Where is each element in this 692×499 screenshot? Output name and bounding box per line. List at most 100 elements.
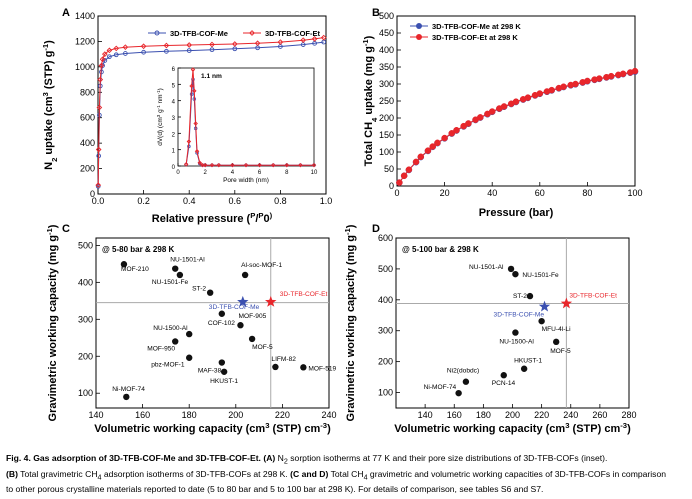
y-tick-label: 500 [379, 11, 394, 21]
point-label: NU-1501-Al [170, 257, 205, 264]
y-tick-label: 3 [172, 116, 176, 122]
inset-data-point [270, 162, 276, 168]
data-point [106, 47, 113, 54]
point-label: Ni-MOF-74 [424, 384, 457, 391]
x-tick-label: 80 [582, 188, 592, 198]
data-point [448, 130, 455, 137]
caption-text: Total CH [328, 468, 364, 479]
data-point [120, 261, 128, 268]
data-point [507, 265, 515, 273]
data-point [434, 139, 441, 147]
x-tick-label: 2 [204, 170, 208, 176]
data-point [526, 292, 534, 300]
data-point [400, 172, 408, 180]
figure: A0.0 0.2 0.4 0.6 0.8 1.0020040060080010001200… [41, 7, 643, 435]
point-label: Ni2(dobdc) [447, 368, 479, 375]
inset-data-point [194, 149, 200, 154]
data-point [241, 271, 249, 279]
y-tick-label: 400 [78, 277, 93, 287]
caption-label-b: (B) [6, 468, 18, 479]
data-point [320, 34, 327, 41]
inset-data-point [186, 139, 192, 144]
data-point [455, 389, 462, 397]
data-point [272, 363, 279, 371]
x-tick-label: 160 [447, 410, 462, 420]
x-tick-label: 1.0 [320, 196, 333, 206]
x-tick-label: 180 [476, 410, 491, 420]
inset-series-line [185, 69, 314, 166]
data-point [123, 51, 128, 56]
data-point [300, 37, 307, 43]
y-tick-label: 200 [80, 164, 95, 174]
data-point [140, 43, 147, 50]
caption-text: gravimetric and volumetric working capac… [367, 468, 667, 479]
inset-annotation: 1.1 nm [201, 73, 222, 80]
point-label: HKUST-1 [210, 378, 238, 385]
caption-label-cd: (C and D) [290, 468, 329, 479]
data-point [512, 270, 519, 278]
data-point [429, 143, 436, 150]
data-point [218, 310, 226, 317]
inset-data-point [189, 83, 194, 89]
x-tick-label: 0.8 [274, 196, 287, 206]
legend-label: 3D-TFB-COF-Me at 298 K [432, 22, 521, 31]
inset-data-point [311, 162, 317, 168]
x-tick-label: 100 [627, 188, 642, 198]
y-tick-label: 600 [378, 233, 393, 243]
data-point [536, 90, 544, 97]
x-axis-label: Pressure (bar) [479, 207, 554, 219]
data-point [123, 393, 130, 401]
caption-text: Total gravimetric CH [17, 468, 98, 479]
x-tick-label: 0.0 [92, 196, 105, 206]
caption-subscript: 2 [283, 457, 288, 466]
data-point [465, 120, 472, 127]
inset-data-point [193, 121, 198, 126]
y-tick-label: 100 [378, 388, 393, 398]
y-tick-label: 6 [172, 67, 176, 73]
y-tick-label: 600 [80, 113, 95, 123]
y-tick-label: 1400 [75, 11, 95, 21]
inset-data-point [216, 162, 222, 168]
y-tick-label: 500 [378, 264, 393, 274]
series-line [398, 70, 636, 183]
data-point [277, 39, 284, 45]
point-label: MOF-5 [252, 344, 273, 351]
y-tick-label: 0 [172, 165, 176, 171]
data-point [206, 289, 214, 296]
caption-text: adsorption isotherms of 3D-TFB-COFs at 2… [101, 468, 291, 479]
x-tick-label: 180 [182, 410, 197, 420]
data-point [113, 45, 120, 52]
panel-label-c: C [62, 223, 70, 235]
y-tick-label: 150 [379, 130, 394, 140]
inset-data-point [298, 162, 303, 168]
y-tick-label: 4 [172, 100, 176, 106]
inset-data-point [183, 162, 189, 167]
point-label: MOF-905 [238, 313, 266, 320]
x-tick-label: 0.2 [137, 196, 150, 206]
y-tick-label: 0 [389, 181, 394, 191]
highlight-star [265, 295, 277, 307]
point-label: NU-1500-Al [499, 339, 534, 346]
data-point [631, 67, 639, 75]
x-tick-label: 4 [231, 170, 235, 176]
data-point [396, 179, 403, 186]
caption-subscript: 4 [97, 473, 102, 482]
y-tick-label: 1000 [75, 62, 95, 72]
point-label: MAF-38 [198, 368, 222, 375]
data-point [552, 338, 560, 346]
point-label: COF-102 [208, 320, 235, 327]
data-point [512, 329, 519, 336]
data-point [122, 44, 129, 50]
data-point [524, 94, 532, 101]
point-label: NU-1501-Al [469, 264, 504, 271]
data-point [209, 41, 215, 48]
y-tick-label: 400 [378, 295, 393, 305]
point-label: pbz-MOF-1 [151, 362, 185, 369]
inset-data-point [190, 67, 196, 72]
data-point [232, 46, 238, 52]
x-axis-label: Relative pressure (P/P0) [152, 211, 273, 226]
y-axis-label: N2 uptake (cm3 (STP) g-1) [41, 40, 59, 170]
x-tick-label: 0.6 [229, 196, 242, 206]
data-point [500, 103, 508, 110]
data-point [95, 146, 102, 153]
